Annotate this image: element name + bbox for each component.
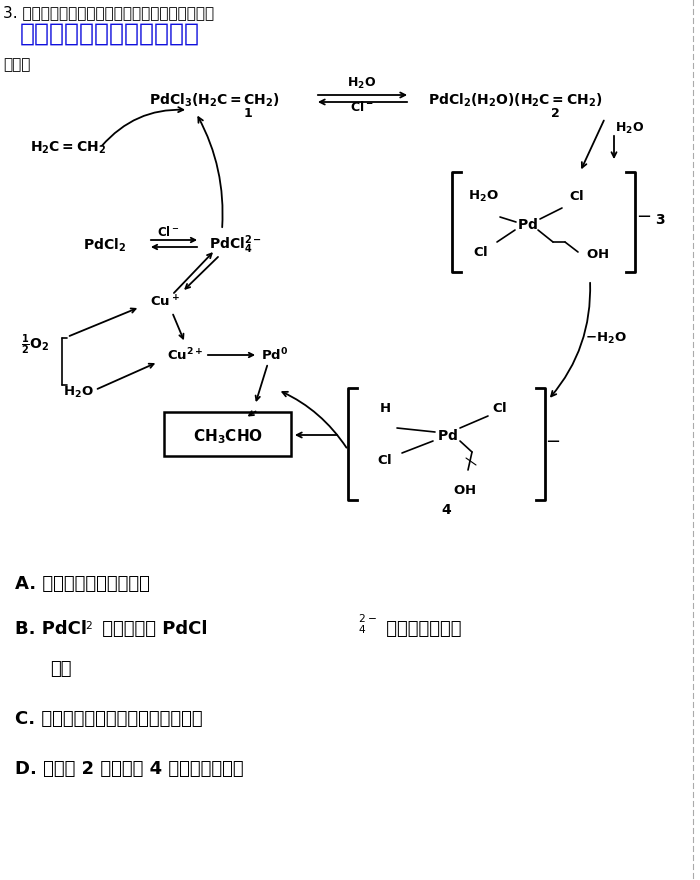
Text: $\mathbf{OH}$: $\mathbf{OH}$: [587, 247, 610, 260]
Text: $\mathbf{H_2C{=}CH_2}$: $\mathbf{H_2C{=}CH_2}$: [30, 140, 106, 157]
Text: $\mathbf{H_2O}$: $\mathbf{H_2O}$: [468, 188, 498, 203]
Text: $\mathbf{3}$: $\mathbf{3}$: [654, 213, 665, 227]
Text: $\mathbf{H}$: $\mathbf{H}$: [379, 401, 391, 414]
Text: $\mathbf{Pd}$: $\mathbf{Pd}$: [437, 428, 458, 443]
Text: $\mathbf{Cl}$: $\mathbf{Cl}$: [377, 453, 393, 467]
Text: $\mathbf{Cl^-}$: $\mathbf{Cl^-}$: [157, 225, 179, 239]
Text: 误的是: 误的是: [3, 57, 30, 72]
Text: $\mathbf{PdCl_2}$: $\mathbf{PdCl_2}$: [83, 237, 127, 253]
Text: $\mathbf{-H_2O}$: $\mathbf{-H_2O}$: [585, 331, 627, 346]
Text: $\mathbf{4}$: $\mathbf{4}$: [442, 503, 452, 517]
Text: $_4^{2-}$: $_4^{2-}$: [358, 612, 377, 635]
Text: B. PdCl: B. PdCl: [15, 620, 87, 638]
Text: $\mathbf{Pd}$: $\mathbf{Pd}$: [517, 216, 538, 231]
Text: $\mathbf{Cl}$: $\mathbf{Cl}$: [473, 245, 489, 259]
Text: $\mathbf{H_2O}$: $\mathbf{H_2O}$: [347, 76, 377, 91]
Text: $\mathbf{Cl}$: $\mathbf{Cl}$: [569, 189, 584, 203]
Text: $\mathbf{PdCl_4^{2-}}$: $\mathbf{PdCl_4^{2-}}$: [209, 234, 262, 256]
Text: $\mathbf{CH_3CHO}$: $\mathbf{CH_3CHO}$: [193, 428, 263, 446]
Text: $\mathbf{PdCl_3(H_2C{=}CH_2)}$: $\mathbf{PdCl_3(H_2C{=}CH_2)}$: [150, 92, 281, 109]
Text: C. 可以用乙烯和氧气为原料制备乙醛: C. 可以用乙烯和氧气为原料制备乙醛: [15, 710, 202, 728]
Text: $-$: $-$: [636, 206, 652, 224]
Text: $\mathbf{H_2O}$: $\mathbf{H_2O}$: [63, 385, 93, 400]
Text: $\mathbf{PdCl_2(H_2O)(H_2C{=}CH_2)}$: $\mathbf{PdCl_2(H_2O)(H_2C{=}CH_2)}$: [428, 92, 602, 109]
Text: 微信公众号关注：趋找答案: 微信公众号关注：趋找答案: [20, 22, 200, 46]
Text: D. 化合物 2 和化合物 4 互为同分异构体: D. 化合物 2 和化合物 4 互为同分异构体: [15, 760, 244, 778]
Text: 进行: 进行: [50, 660, 71, 678]
Text: $_2$: $_2$: [85, 617, 93, 632]
Text: $\mathbf{2}$: $\mathbf{2}$: [550, 106, 560, 120]
Text: $\mathbf{\frac{1}{2}O_2}$: $\mathbf{\frac{1}{2}O_2}$: [21, 333, 49, 357]
Text: $\mathbf{Cl}$: $\mathbf{Cl}$: [492, 401, 508, 415]
Text: $\mathbf{Cl^-}$: $\mathbf{Cl^-}$: [350, 100, 374, 114]
Text: 3. 制备乙醛的一种反应机理如图所示，下列叙述错: 3. 制备乙醛的一种反应机理如图所示，下列叙述错: [3, 5, 214, 20]
Text: A. 反应过程涉及氧化反应: A. 反应过程涉及氧化反应: [15, 575, 150, 593]
Text: $\mathbf{1}$: $\mathbf{1}$: [243, 106, 253, 120]
Text: $\mathbf{OH}$: $\mathbf{OH}$: [454, 483, 477, 496]
Text: 需要转化为 PdCl: 需要转化为 PdCl: [96, 620, 207, 638]
Text: $\mathbf{Cu^{2+}}$: $\mathbf{Cu^{2+}}$: [167, 347, 203, 363]
Text: 才能催化反应的: 才能催化反应的: [380, 620, 461, 638]
FancyBboxPatch shape: [164, 412, 291, 456]
Text: $-$: $-$: [545, 431, 561, 449]
Text: $\mathbf{H_2O}$: $\mathbf{H_2O}$: [615, 121, 645, 136]
Text: $\mathbf{Cu^+}$: $\mathbf{Cu^+}$: [150, 294, 180, 310]
Text: $\mathbf{Pd^0}$: $\mathbf{Pd^0}$: [261, 347, 288, 363]
